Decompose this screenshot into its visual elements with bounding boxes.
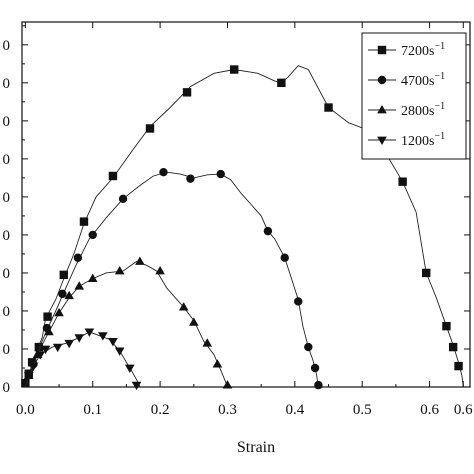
data-point	[398, 177, 407, 186]
y-tick-label: 0	[3, 190, 11, 206]
data-point	[34, 342, 44, 352]
data-point	[64, 339, 74, 349]
data-point	[454, 361, 463, 371]
data-point	[88, 230, 97, 240]
data-point	[304, 342, 313, 352]
data-point	[310, 363, 320, 373]
data-point	[442, 321, 451, 331]
data-point	[84, 328, 95, 337]
series-layer	[21, 65, 464, 391]
data-point	[186, 174, 195, 183]
legend-marker	[377, 75, 387, 85]
y-tick-label: 0	[3, 342, 11, 358]
x-tick-label: 0.1	[83, 402, 102, 418]
series-1	[24, 167, 323, 390]
data-point	[73, 253, 83, 262]
data-point	[64, 290, 74, 300]
y-tick-label: 0	[3, 266, 11, 282]
data-point	[202, 338, 213, 347]
series-3	[23, 328, 142, 391]
data-point	[59, 270, 68, 280]
data-point	[448, 342, 458, 352]
data-point	[216, 169, 225, 179]
data-point	[79, 217, 89, 226]
legend-marker	[377, 105, 387, 114]
legend-label: 1200s−1	[401, 131, 445, 149]
legend: 7200s−1 4700s−1 2800s−1 1200s−1	[361, 32, 467, 160]
data-point	[114, 347, 125, 356]
data-point	[108, 171, 118, 181]
data-point	[58, 289, 67, 299]
data-point	[43, 312, 52, 321]
x-tick-label: 0.6	[420, 402, 439, 418]
data-point	[159, 167, 168, 177]
data-point	[44, 326, 54, 336]
data-point	[124, 364, 135, 373]
data-point	[23, 372, 34, 381]
data-point	[131, 381, 142, 391]
data-point	[422, 268, 431, 278]
data-point	[54, 307, 64, 317]
data-point	[135, 256, 145, 265]
data-point	[118, 194, 128, 203]
legend-marker	[377, 136, 387, 145]
data-point	[314, 380, 323, 390]
legend-entry: 7200s−1	[368, 41, 445, 59]
y-tick-label: 0	[3, 228, 11, 244]
y-tick-label: 0	[3, 152, 11, 168]
data-point	[35, 351, 45, 360]
data-point	[182, 88, 192, 97]
legend-marker	[377, 45, 387, 55]
y-tick-label: 0	[3, 38, 11, 54]
data-point	[294, 297, 303, 306]
data-point	[87, 273, 98, 283]
legend-entry: 2800s−1	[368, 101, 445, 119]
legend-label: 7200s−1	[401, 41, 445, 59]
data-point	[108, 338, 118, 347]
data-point	[145, 124, 155, 133]
y-tick-label: 0	[3, 76, 11, 92]
series-line	[24, 171, 319, 388]
data-point	[230, 65, 239, 74]
y-tick-label: 0	[3, 304, 11, 320]
data-point	[263, 226, 273, 236]
data-point	[188, 317, 199, 326]
legend-entry: 1200s−1	[368, 131, 445, 149]
x-tick-label: 0.6	[454, 402, 473, 418]
x-tick-label: 0.0	[16, 402, 35, 418]
data-point	[74, 281, 85, 290]
data-point	[52, 343, 63, 353]
x-tick-label: 0.3	[218, 402, 237, 418]
data-point	[98, 332, 108, 341]
x-tick-label: 0.4	[285, 402, 304, 418]
legend-label: 2800s−1	[401, 101, 445, 119]
data-point	[324, 103, 333, 112]
data-point	[280, 253, 289, 262]
data-point	[21, 378, 30, 388]
x-tick-label: 0.5	[353, 402, 372, 418]
data-point	[212, 359, 223, 368]
x-axis-title: Strain	[237, 439, 275, 456]
data-point	[74, 334, 85, 343]
legend-label: 4700s−1	[401, 71, 445, 89]
data-point	[40, 345, 51, 354]
plot-area	[21, 21, 471, 388]
data-point	[277, 78, 286, 88]
data-point	[114, 266, 125, 275]
x-tick-label: 0.2	[151, 402, 170, 418]
y-tick-label: 0	[3, 380, 11, 396]
legend-entry: 4700s−1	[368, 71, 445, 89]
data-point	[222, 380, 233, 389]
data-point	[28, 362, 39, 372]
y-tick-label: 0	[3, 114, 11, 130]
data-point	[155, 266, 165, 275]
data-point	[178, 302, 189, 311]
plot-frame	[21, 21, 471, 388]
